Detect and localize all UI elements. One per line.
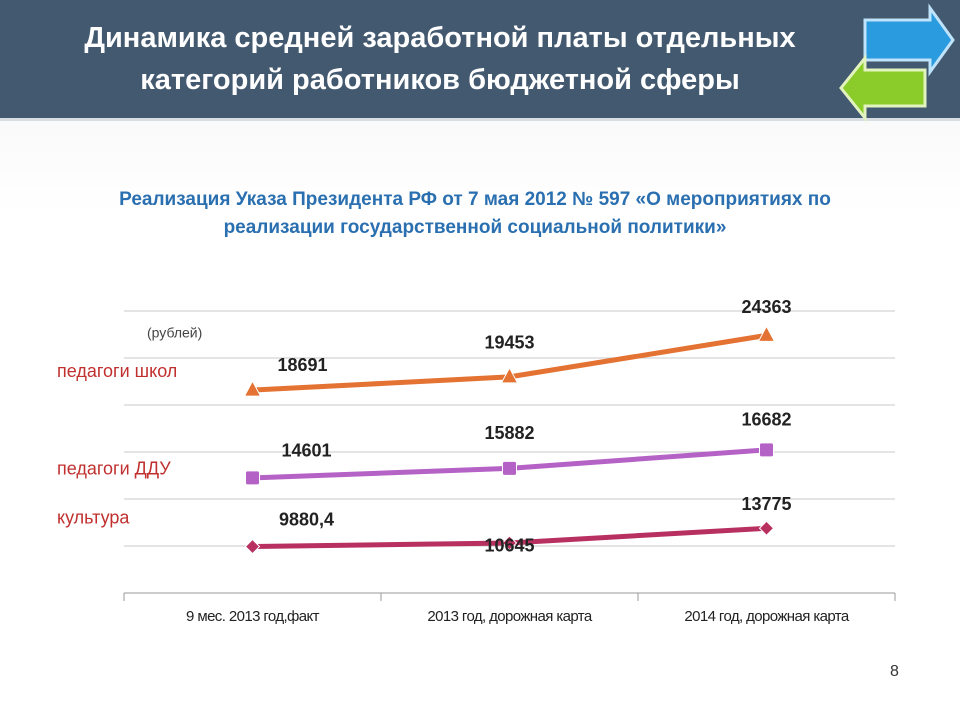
data-label: 14601 xyxy=(281,441,331,461)
point-marker xyxy=(501,535,518,551)
legend-label: педагоги школ xyxy=(57,361,177,381)
x-tick-label: 2013 год, дорожная карта xyxy=(427,608,592,625)
point-marker xyxy=(245,470,260,486)
x-tick-label: 9 мес. 2013 год,факт xyxy=(186,608,320,625)
x-tick-label: 2014 год, дорожная карта xyxy=(684,608,849,625)
legend-label: педагоги ДДУ xyxy=(57,459,171,479)
y-axis-label: (рублей) xyxy=(147,325,202,341)
data-label: 9880,4 xyxy=(279,509,334,529)
point-marker xyxy=(502,460,517,476)
header-title: категорий работников бюджетной сферы xyxy=(140,64,740,96)
data-label: 15882 xyxy=(484,423,534,443)
data-label: 16682 xyxy=(741,410,791,430)
data-label: 18691 xyxy=(277,355,327,375)
page-number: 8 xyxy=(890,663,899,680)
point-marker xyxy=(757,325,776,342)
point-marker xyxy=(500,366,519,384)
point-marker xyxy=(243,380,262,397)
point-marker xyxy=(758,520,775,536)
data-label: 24363 xyxy=(741,297,791,317)
header-bar: Динамика средней заработной платы отдель… xyxy=(0,0,960,123)
header-title: Динамика средней заработной платы отдель… xyxy=(84,22,796,54)
data-label: 13775 xyxy=(741,494,791,514)
data-label: 10645 xyxy=(484,536,534,556)
chart-title: Реализация Указа Президента РФ от 7 мая … xyxy=(119,189,831,238)
point-marker xyxy=(244,538,261,555)
legend-label: культура xyxy=(57,507,130,527)
data-label: 19453 xyxy=(484,333,534,353)
arrows-icon xyxy=(839,3,955,123)
point-marker xyxy=(759,442,774,458)
